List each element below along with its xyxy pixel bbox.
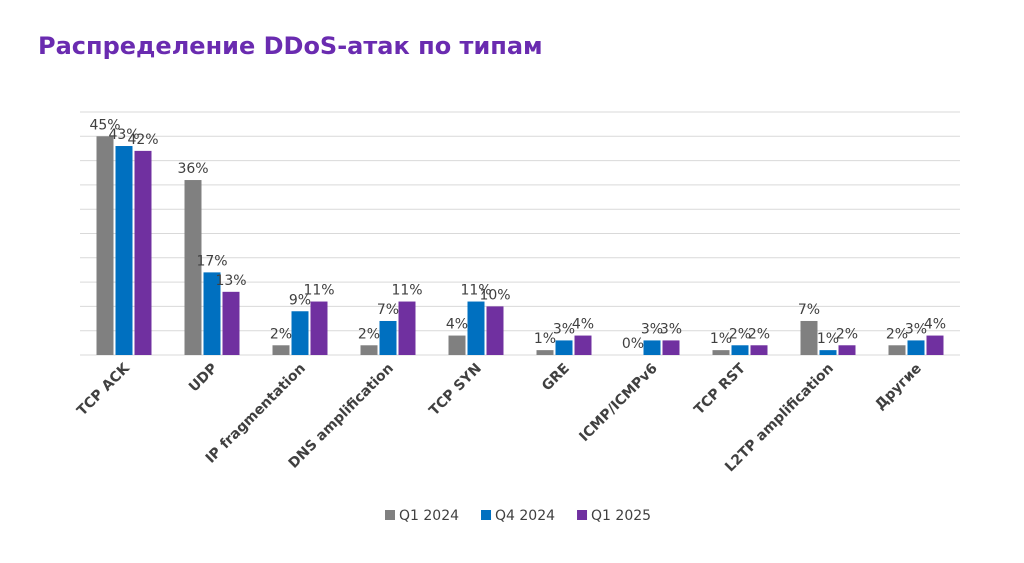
bar xyxy=(379,320,397,355)
value-label: 10% xyxy=(479,287,510,303)
bar xyxy=(272,345,290,355)
bar xyxy=(555,340,573,355)
legend-swatch xyxy=(385,510,395,520)
legend-label: Q4 2024 xyxy=(495,508,555,524)
x-tick-label: GRE xyxy=(539,361,573,395)
value-label: 2% xyxy=(886,326,908,342)
value-label: 1% xyxy=(710,331,732,347)
value-label: 4% xyxy=(924,317,946,333)
x-tick-label: ICMP/ICMPv6 xyxy=(576,361,660,445)
legend-label: Q1 2025 xyxy=(591,508,651,524)
bar xyxy=(184,180,202,355)
value-label: 42% xyxy=(127,132,158,148)
bar xyxy=(838,345,856,355)
value-label: 2% xyxy=(358,326,380,342)
value-label: 2% xyxy=(748,326,770,342)
value-label: 36% xyxy=(177,161,208,177)
value-label: 9% xyxy=(289,292,311,308)
value-label: 2% xyxy=(836,326,858,342)
legend-swatch xyxy=(577,510,588,520)
bar xyxy=(712,350,730,355)
bar xyxy=(134,150,152,355)
bar xyxy=(448,335,466,355)
value-label: 3% xyxy=(641,321,663,337)
bar xyxy=(800,320,818,355)
value-label: 13% xyxy=(215,273,246,289)
bar xyxy=(398,301,416,355)
bar xyxy=(731,345,749,355)
bar xyxy=(115,146,133,355)
value-label: 11% xyxy=(391,283,422,299)
bar xyxy=(536,350,554,355)
bar xyxy=(888,345,906,355)
bar xyxy=(662,340,680,355)
value-label: 4% xyxy=(446,317,468,333)
x-tick-label: TCP ACK xyxy=(74,360,133,419)
value-label: 3% xyxy=(905,321,927,337)
x-tick-label: Другие xyxy=(872,361,925,414)
bar xyxy=(360,345,378,355)
chart-title: Распределение DDoS-атак по типам xyxy=(38,32,543,60)
bar xyxy=(96,136,114,355)
value-label: 43% xyxy=(108,127,139,143)
bar xyxy=(222,291,240,355)
x-tick-label: TCP RST xyxy=(691,360,749,418)
value-label: 7% xyxy=(377,302,399,318)
bar xyxy=(467,301,485,355)
value-label: 3% xyxy=(660,321,682,337)
bar xyxy=(907,340,925,355)
value-label: 2% xyxy=(729,326,751,342)
value-label: 45% xyxy=(89,117,120,133)
value-label: 7% xyxy=(798,302,820,318)
value-label: 4% xyxy=(572,317,594,333)
bar xyxy=(926,335,944,355)
bar xyxy=(643,340,661,355)
x-tick-label: IP fragmentation xyxy=(203,361,309,467)
x-tick-label: UDP xyxy=(186,361,221,396)
legend-label: Q1 2024 xyxy=(399,508,459,524)
bar xyxy=(819,350,837,355)
value-label: 1% xyxy=(817,331,839,347)
value-label: 2% xyxy=(270,326,292,342)
bar xyxy=(750,345,768,355)
bar xyxy=(203,272,221,355)
value-label: 11% xyxy=(303,283,334,299)
value-label: 0% xyxy=(622,336,644,352)
bar xyxy=(574,335,592,355)
bar xyxy=(291,311,309,355)
value-label: 17% xyxy=(196,253,227,269)
value-label: 3% xyxy=(553,321,575,337)
value-label: 11% xyxy=(460,283,491,299)
x-tick-label: TCP SYN xyxy=(426,361,485,420)
legend-swatch xyxy=(481,510,492,520)
bar xyxy=(486,306,504,355)
value-label: 1% xyxy=(534,331,556,347)
bar xyxy=(310,301,328,355)
